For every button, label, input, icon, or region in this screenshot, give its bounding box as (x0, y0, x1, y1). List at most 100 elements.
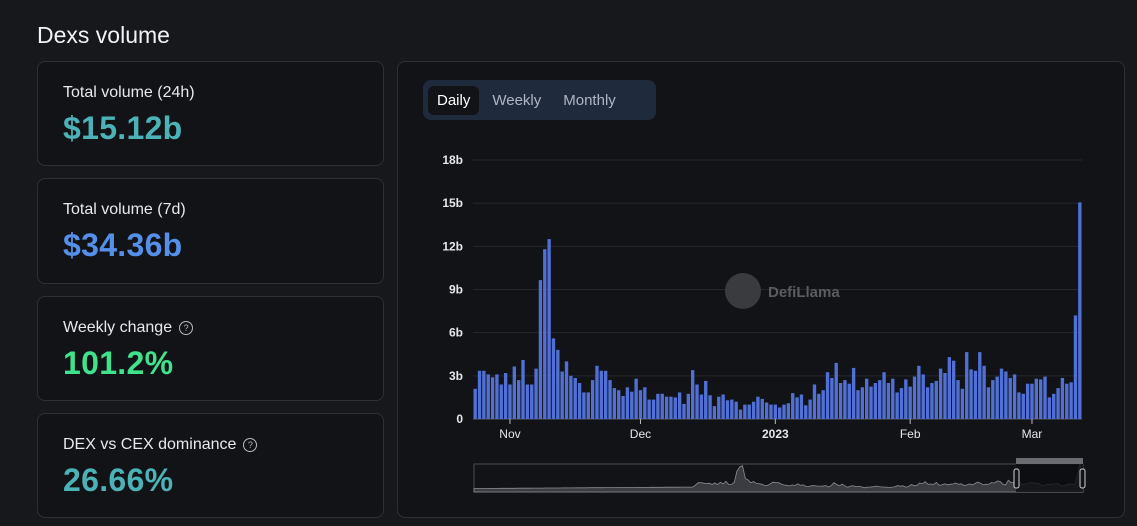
stat-card-weekly-change: Weekly change? 101.2% (37, 296, 384, 401)
bar-2022-12-08 (669, 396, 673, 419)
tab-weekly[interactable]: Weekly (492, 91, 542, 109)
bar-2023-03-09 (1065, 383, 1069, 419)
tab-daily[interactable]: Daily (428, 85, 480, 115)
bar-2023-02-15 (969, 369, 973, 419)
bar-2023-03-06 (1052, 393, 1056, 419)
bar-2022-11-18 (582, 392, 586, 419)
stat-card-dex-cex-dominance: DEX vs CEX dominance? 26.66% (37, 413, 384, 518)
bar-2023-02-04 (921, 374, 925, 419)
bar-2022-12-27 (751, 401, 756, 419)
bar-2023-01-11 (817, 393, 821, 419)
stat-label: DEX vs CEX dominance (63, 436, 237, 453)
bar-2022-12-09 (673, 397, 677, 419)
y-tick-label: 18b (442, 153, 463, 167)
bar-2022-11-04 (521, 360, 525, 419)
bar-2022-12-01 (638, 390, 643, 419)
bar-2022-12-14 (695, 384, 699, 419)
zoom-handle-right[interactable] (1079, 468, 1086, 489)
chart-panel: 0 3b 6b 9b 12b 15b 18b DefiLlama Nov Dec 2023 Feb Ma… (397, 61, 1125, 518)
bar-2022-10-27 (486, 374, 490, 419)
bar-2022-12-31 (769, 404, 773, 419)
bar-2022-11-14 (564, 361, 569, 419)
zoom-slider-preview (473, 460, 1084, 493)
bar-2023-03-11 (1073, 315, 1078, 419)
bar-2022-11-05 (525, 384, 530, 419)
bar-2023-01-29 (895, 392, 899, 419)
bar-2022-11-15 (569, 375, 573, 419)
zoom-slider-selection[interactable] (1016, 464, 1083, 492)
bar-2023-01-07 (799, 394, 804, 419)
bar-2023-03-04 (1043, 376, 1047, 419)
stat-label: Total volume (24h) (63, 84, 195, 101)
bar-2023-01-04 (786, 403, 791, 419)
bar-2022-12-02 (643, 387, 647, 419)
bar-2022-12-26 (747, 404, 751, 419)
bar-2022-12-11 (682, 403, 686, 419)
bar-2022-11-30 (634, 378, 638, 419)
watermark-text: DefiLlama (768, 284, 840, 301)
page-title: Dexs volume (37, 22, 170, 48)
bar-2023-03-01 (1030, 383, 1034, 419)
bar-2023-01-12 (821, 390, 825, 419)
bar-2022-12-23 (734, 401, 738, 419)
bar-2022-11-10 (547, 239, 551, 419)
bar-2023-01-01 (773, 404, 777, 419)
bar-2022-11-13 (560, 371, 564, 419)
bar-2022-12-16 (704, 380, 708, 419)
bar-2022-11-01 (508, 384, 512, 419)
bar-2023-02-22 (999, 368, 1004, 419)
bar-2023-02-21 (995, 376, 999, 419)
bar-2022-11-07 (534, 368, 538, 419)
bar-2022-12-19 (717, 396, 721, 419)
bar-2023-01-15 (834, 362, 838, 419)
stat-label: Total volume (7d) (63, 201, 186, 218)
bar-2023-03-07 (1056, 388, 1060, 419)
bar-2023-01-02 (778, 407, 782, 419)
bar-2022-11-20 (590, 380, 595, 419)
zoom-handle-left[interactable] (1013, 468, 1020, 489)
bar-2022-12-10 (677, 392, 682, 419)
stat-value: 101.2% (63, 345, 174, 381)
bar-2023-01-05 (791, 393, 795, 419)
bar-2023-01-22 (865, 378, 869, 419)
bar-2022-10-31 (503, 373, 508, 419)
bar-2023-02-27 (1021, 393, 1025, 419)
bar-2023-02-05 (925, 387, 930, 419)
bar-2022-11-02 (512, 366, 516, 419)
bar-2022-12-25 (743, 404, 747, 419)
bar-2023-03-12 (1078, 202, 1082, 419)
question-circle-icon[interactable]: ? (179, 321, 194, 335)
x-tick-label: Nov (499, 427, 520, 441)
bar-2023-02-11 (952, 360, 956, 419)
bar-2023-01-06 (795, 397, 799, 419)
bar-2023-02-08 (938, 368, 943, 419)
bar-2023-02-13 (960, 388, 965, 419)
bar-2022-11-17 (577, 383, 582, 419)
bar-2023-01-10 (812, 384, 817, 419)
stat-value: $15.12b (63, 110, 183, 146)
bar-2023-01-27 (886, 383, 891, 419)
bar-2023-01-19 (851, 367, 856, 419)
bar-2022-11-19 (586, 392, 590, 419)
bar-2023-02-02 (912, 376, 917, 419)
x-tick-label: Feb (900, 427, 921, 441)
bar-2023-02-26 (1017, 392, 1021, 419)
bar-2022-12-12 (686, 393, 690, 419)
tab-monthly[interactable]: Monthly (563, 91, 616, 109)
bar-2023-02-20 (991, 380, 995, 419)
y-tick-label: 12b (442, 239, 463, 253)
bar-2023-01-23 (869, 386, 873, 419)
y-tick-label: 15b (442, 196, 463, 210)
bar-2022-12-20 (721, 394, 725, 419)
defillama-logo (725, 273, 761, 309)
question-circle-icon[interactable]: ? (243, 438, 258, 452)
bar-2023-01-18 (847, 383, 851, 419)
bar-2023-02-07 (934, 380, 938, 419)
stat-card-volume-7d: Total volume (7d) $34.36b (37, 178, 384, 284)
bar-2022-12-29 (760, 398, 764, 419)
bar-2023-03-08 (1060, 378, 1065, 419)
bar-2023-02-01 (908, 386, 912, 419)
bar-2022-12-07 (664, 396, 669, 419)
bar-2023-02-24 (1008, 378, 1012, 419)
zoom-slider-drag-bar[interactable] (1016, 458, 1083, 464)
